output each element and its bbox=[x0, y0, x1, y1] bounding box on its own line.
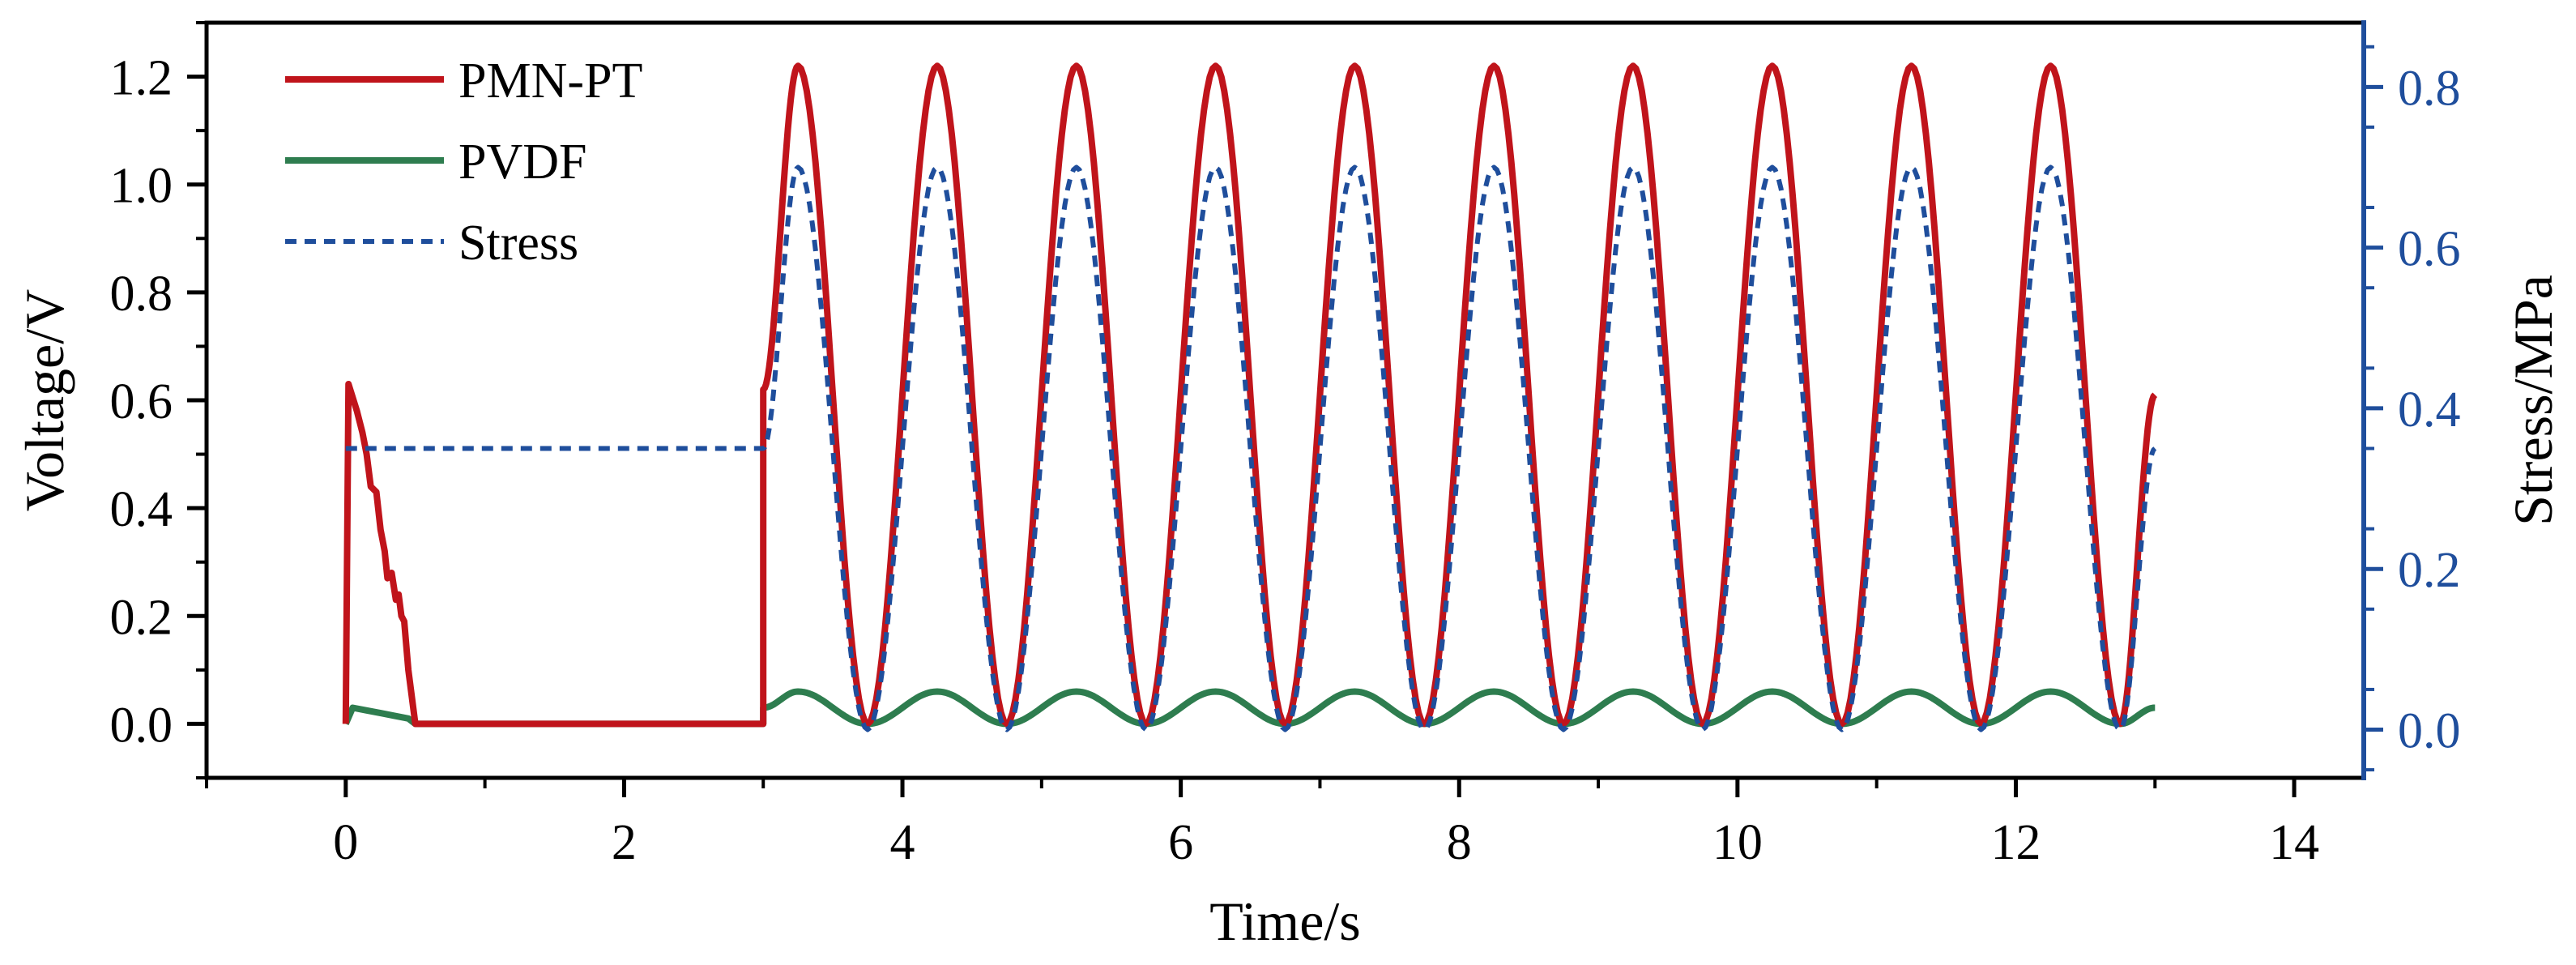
y2-tick-label: 0.2 bbox=[2398, 543, 2461, 598]
x-tick-label: 14 bbox=[2269, 815, 2319, 870]
y2-tick-label: 0.0 bbox=[2398, 704, 2461, 759]
y2-axis-title: Stress/MPa bbox=[2502, 275, 2564, 526]
y-tick-label: 0.2 bbox=[110, 590, 173, 645]
x-tick-label: 12 bbox=[1990, 815, 2041, 870]
y-axis-title: Voltage/V bbox=[14, 289, 75, 512]
y2-tick-label: 0.6 bbox=[2398, 222, 2461, 277]
x-tick-label: 6 bbox=[1168, 815, 1193, 870]
x-axis-title: Time/s bbox=[1209, 890, 1360, 952]
y-tick-label: 0.6 bbox=[110, 374, 173, 429]
series-line-stress bbox=[345, 164, 2157, 732]
legend-label: PMN-PT bbox=[458, 53, 642, 109]
series-line-pvdf bbox=[343, 688, 2157, 728]
y2-tick-label: 0.8 bbox=[2398, 61, 2461, 116]
y2-tick-label: 0.4 bbox=[2398, 382, 2461, 438]
x-tick-label: 4 bbox=[890, 815, 915, 870]
series-line-pmn-pt bbox=[342, 62, 2158, 728]
y-tick-label: 0.8 bbox=[110, 267, 173, 322]
y-tick-label: 0.0 bbox=[110, 698, 173, 753]
y-tick-label: 1.2 bbox=[110, 51, 173, 106]
x-tick-label: 0 bbox=[333, 815, 358, 870]
y-tick-label: 1.0 bbox=[110, 159, 173, 214]
x-tick-label: 8 bbox=[1447, 815, 1472, 870]
legend-label: PVDF bbox=[458, 135, 587, 190]
legend: PMN-PT PVDF Stress bbox=[285, 53, 642, 271]
series-lines bbox=[342, 62, 2158, 732]
x-tick-label: 10 bbox=[1712, 815, 1763, 870]
axis-ticks: 0 2 4 6 8 10 12 14 0.0 0.2 0.4 0.6 0.8 1.0 1.2 0.0 0.2 0.… bbox=[110, 21, 2461, 870]
x-tick-label: 2 bbox=[612, 815, 637, 870]
y-tick-label: 0.4 bbox=[110, 482, 173, 537]
legend-label: Stress bbox=[458, 216, 578, 271]
